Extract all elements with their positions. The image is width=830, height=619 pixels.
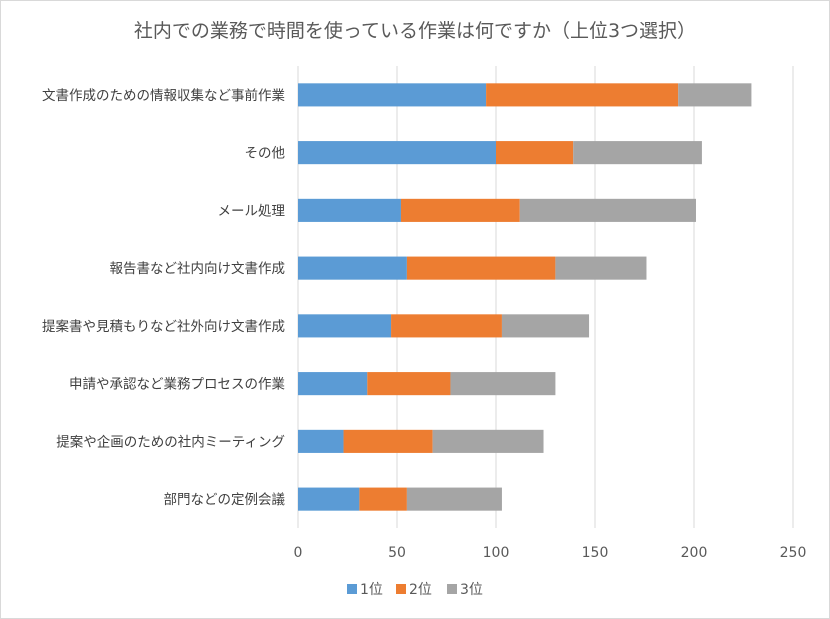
category-label: 部門などの定例会議 <box>164 491 286 508</box>
bar-segment-2位 <box>391 314 502 338</box>
category-label: メール処理 <box>218 203 286 219</box>
x-tick-label: 150 <box>582 545 609 561</box>
bar-segment-3位 <box>519 198 696 222</box>
legend-label: 3位 <box>460 582 483 598</box>
bar-segment-3位 <box>406 487 502 511</box>
legend-swatch <box>447 584 457 594</box>
bar-segment-1位 <box>298 314 392 338</box>
bar-segment-1位 <box>298 141 496 165</box>
chart-title: 社内での業務で時間を使っている作業は何ですか（上位3つ選択） <box>134 20 696 42</box>
x-tick-label: 50 <box>388 545 406 561</box>
legend-swatch <box>347 584 357 594</box>
x-tick-label: 0 <box>294 545 303 561</box>
bar-segment-3位 <box>450 372 556 396</box>
legend: 1位 2位 3位 <box>347 582 483 598</box>
legend-swatch <box>396 584 406 594</box>
legend-label: 1位 <box>360 582 383 598</box>
x-tick-label: 100 <box>483 545 510 561</box>
bar-segment-2位 <box>343 429 433 453</box>
x-tick-label: 200 <box>681 545 708 561</box>
bar-segment-1位 <box>298 372 368 396</box>
bar-segment-2位 <box>496 141 574 165</box>
bar-segment-3位 <box>501 314 590 338</box>
category-label: 文書作成のための情報収集など事前作業 <box>42 87 285 104</box>
bar-segment-3位 <box>678 83 752 107</box>
bar-segment-1位 <box>298 429 344 453</box>
category-label: 提案書や見積もりなど社外向け文書作成 <box>42 318 285 335</box>
bar-segment-2位 <box>359 487 407 511</box>
category-label: その他 <box>245 146 286 162</box>
gridlines <box>297 66 794 528</box>
x-tick-label: 250 <box>780 545 807 561</box>
legend-label: 2位 <box>409 582 432 598</box>
bar-segment-2位 <box>400 198 520 222</box>
bar-segment-2位 <box>367 372 451 396</box>
bar-segment-2位 <box>406 256 556 280</box>
bars <box>298 83 752 511</box>
x-axis-ticks: 0 50 100 150 200 250 <box>294 545 807 561</box>
category-labels: 文書作成のための情報収集など事前作業その他メール処理報告書など社内向け文書作成提… <box>42 87 285 508</box>
bar-segment-1位 <box>298 198 401 222</box>
bar-segment-1位 <box>298 256 407 280</box>
bar-segment-3位 <box>432 429 544 453</box>
category-label: 提案や企画のための社内ミーティング <box>56 433 285 450</box>
bar-segment-3位 <box>555 256 647 280</box>
category-label: 報告書など社内向け文書作成 <box>110 261 286 277</box>
bar-segment-2位 <box>486 83 679 107</box>
bar-segment-1位 <box>298 83 487 107</box>
bar-segment-3位 <box>573 141 702 165</box>
category-label: 申請や承認など業務プロセスの作業 <box>69 377 285 393</box>
bar-segment-1位 <box>298 487 360 511</box>
